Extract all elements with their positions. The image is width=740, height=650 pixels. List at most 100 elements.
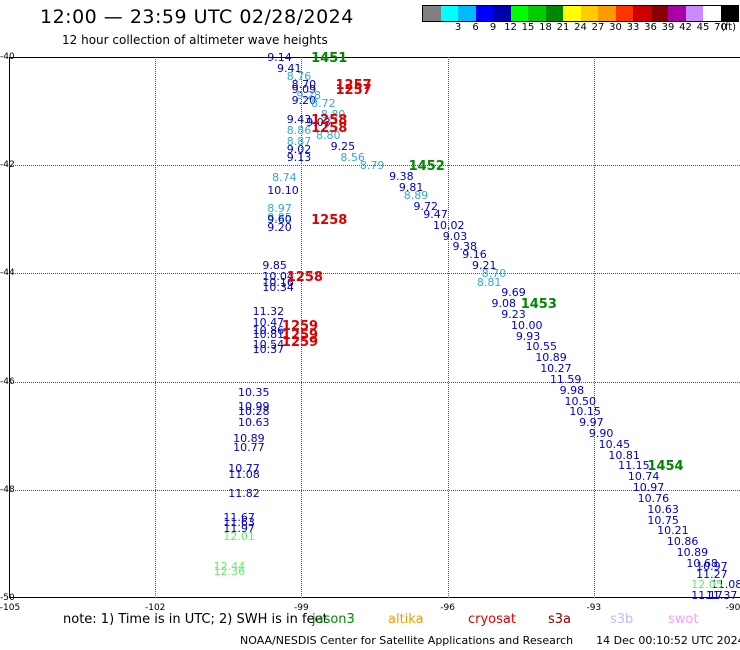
colorbar-swatch bbox=[423, 6, 441, 21]
wave-height-value: 8.89 bbox=[403, 188, 429, 202]
wave-height-value: 10.77 bbox=[228, 462, 260, 476]
colorbar-label: 6 bbox=[472, 22, 479, 33]
wave-height-value: 12.44 bbox=[213, 559, 246, 573]
wave-height-value: 10.68 bbox=[686, 556, 718, 570]
colorbar-label: 42 bbox=[679, 22, 692, 33]
wave-height-value: 8.81 bbox=[476, 275, 502, 289]
colorbar-label: 21 bbox=[556, 22, 570, 33]
colorbar-swatch bbox=[668, 6, 686, 21]
colorbar-swatch bbox=[528, 6, 546, 21]
wave-height-value: 9.14 bbox=[267, 51, 292, 64]
credit-text: NOAA/NESDIS Center for Satellite Applica… bbox=[240, 634, 574, 647]
wave-height-value: 10.75 bbox=[647, 513, 679, 527]
colorbar-label: 30 bbox=[609, 22, 622, 33]
wave-height-value: 10.89 bbox=[233, 432, 265, 446]
wave-height-value: 10.81 bbox=[252, 327, 285, 341]
pass-time-label: 1257 bbox=[335, 83, 372, 99]
pass-time-label: 1257 bbox=[335, 78, 372, 94]
wave-height-value: 11.17 bbox=[691, 589, 723, 603]
longitude-tick-label: -105 bbox=[0, 603, 21, 613]
wave-height-value: 9.20 bbox=[291, 94, 317, 108]
colorbar-label: 3 bbox=[454, 22, 462, 33]
wave-height-value: 11.67 bbox=[223, 510, 255, 524]
wave-height-value: 10.77 bbox=[233, 440, 265, 454]
wave-height-value: 10.97 bbox=[632, 481, 665, 495]
wave-height-value: 9.02 bbox=[286, 142, 312, 156]
colorbar-unit: (ft) bbox=[720, 22, 737, 33]
wave-height-value: 9.60 bbox=[267, 213, 292, 227]
longitude-tick-label: -90 bbox=[725, 603, 740, 613]
wave-height-value: 9.69 bbox=[501, 286, 526, 300]
longitude-gridline bbox=[155, 57, 157, 598]
wave-height-value: 11.27 bbox=[696, 567, 728, 581]
pass-time-label: 1258 bbox=[311, 213, 348, 229]
wave-height-value: 8.80 bbox=[320, 107, 346, 121]
wave-height-value: 8.70 bbox=[481, 267, 507, 281]
wave-height-value: 8.80 bbox=[316, 129, 341, 143]
wave-height-value: 10.37 bbox=[252, 343, 285, 357]
pass-time-label: 1258 bbox=[311, 113, 348, 129]
wave-height-value: 10.02 bbox=[432, 218, 465, 232]
colorbar-swatch bbox=[493, 6, 511, 21]
generated-timestamp: 14 Dec 00:10:52 UTC 2024 bbox=[596, 634, 740, 647]
longitude-gridline bbox=[593, 57, 595, 598]
pass-time-label: 1259 bbox=[281, 318, 319, 334]
wave-height-value: 9.20 bbox=[267, 221, 292, 235]
wave-height-value: 8.86 bbox=[286, 124, 312, 138]
latitude-tick-label: -42 bbox=[0, 160, 15, 171]
wave-height-value: 10.16 bbox=[262, 275, 294, 289]
wave-height-value: 10.15 bbox=[569, 405, 601, 419]
satellite-legend-entry: cryosat bbox=[468, 612, 516, 627]
units-note: note: 1) Time is in UTC; 2) SWH is in fe… bbox=[63, 612, 328, 627]
wave-height-value: 11.59 bbox=[549, 372, 582, 386]
colorbar-label: 9 bbox=[489, 22, 497, 33]
wave-height-value: 10.35 bbox=[238, 386, 270, 400]
wave-height-value: 9.97 bbox=[579, 416, 604, 430]
wave-height-value: 10.89 bbox=[676, 546, 709, 559]
latitude-gridline bbox=[9, 165, 740, 167]
wave-height-value: 9.23 bbox=[501, 307, 526, 321]
colorbar-swatch bbox=[458, 6, 476, 21]
satellite-legend-entry: jason3 bbox=[312, 612, 355, 627]
wave-height-value: 8.70 bbox=[291, 78, 317, 92]
wave-height-value: 9.25 bbox=[330, 140, 356, 154]
pass-time-label: 1454 bbox=[647, 459, 684, 475]
colorbar-swatch bbox=[685, 6, 703, 21]
wave-height-value: 11.37 bbox=[705, 589, 738, 603]
wave-height-value: 9.47 bbox=[423, 207, 448, 221]
wave-height-value: 10.47 bbox=[252, 316, 285, 330]
colorbar-label: 15 bbox=[521, 22, 535, 33]
colorbar-swatch bbox=[633, 6, 651, 21]
wave-height-value: 10.97 bbox=[696, 559, 728, 573]
colorbar-swatch bbox=[580, 6, 598, 21]
pass-time-label: 1451 bbox=[311, 51, 348, 66]
wave-height-value: 11.32 bbox=[252, 305, 285, 319]
wave-height-value: 10.54 bbox=[252, 337, 285, 351]
pass-time-label: 1259 bbox=[281, 335, 319, 351]
wave-height-value: 10.55 bbox=[525, 340, 558, 354]
latitude-gridline bbox=[9, 273, 740, 275]
wave-height-value: 9.03 bbox=[306, 115, 331, 129]
wave-height-value: 11.15 bbox=[618, 459, 650, 473]
wave-height-value: 10.21 bbox=[657, 524, 689, 538]
wave-height-value: 8.85 bbox=[267, 210, 292, 224]
pass-time-label: 1258 bbox=[286, 270, 323, 286]
wave-height-value: 8.87 bbox=[286, 134, 312, 148]
wave-height-value: 9.09 bbox=[291, 83, 317, 97]
satellite-legend-entry: altika bbox=[388, 612, 424, 627]
wave-height-value: 9.38 bbox=[389, 170, 414, 184]
wave-height-value: 12.05 bbox=[691, 578, 723, 592]
wave-height-value: 10.34 bbox=[262, 280, 294, 294]
colorbar-label: 33 bbox=[626, 22, 640, 33]
wave-height-value: 8.97 bbox=[267, 202, 292, 216]
colorbar-label: 27 bbox=[591, 22, 605, 33]
colorbar-swatch bbox=[720, 6, 738, 21]
wave-height-value: 11.63 bbox=[223, 516, 255, 530]
pass-time-label: 1259 bbox=[281, 327, 319, 343]
wave-height-value: 9.72 bbox=[413, 199, 438, 213]
colorbar-swatch bbox=[440, 6, 458, 21]
wave-height-value: 10.04 bbox=[262, 270, 294, 284]
latitude-gridline bbox=[9, 489, 740, 491]
wave-height-value: 9.13 bbox=[286, 151, 312, 165]
